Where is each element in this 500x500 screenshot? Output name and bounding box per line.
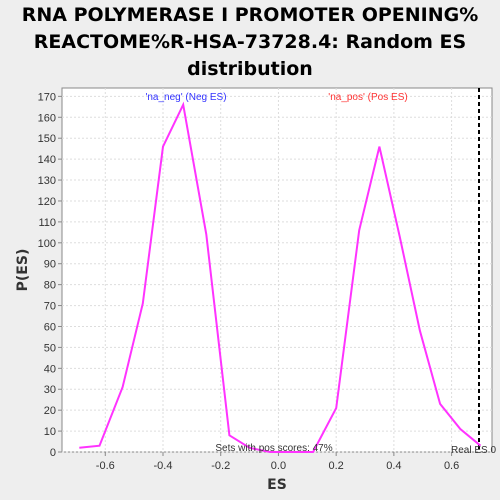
plot-area	[61, 87, 493, 453]
y-axis-ticks: 0 10 20 30 40 50 60 70 80 90 100 110 120 130 140 150 160…	[38, 91, 62, 459]
x-tick-label: 0.6	[444, 460, 459, 472]
y-tick-label: 80	[44, 280, 56, 292]
y-tick-label: 130	[38, 175, 56, 187]
y-tick-label: 110	[38, 217, 56, 229]
y-tick-label: 40	[44, 363, 56, 375]
x-tick-label: 0.4	[386, 460, 401, 472]
y-tick-label: 90	[44, 259, 56, 271]
annotation-real-es: Real ES 0	[451, 445, 496, 456]
y-tick-label: 160	[38, 112, 56, 124]
y-tick-label: 10	[44, 426, 56, 438]
y-tick-label: 70	[44, 301, 56, 313]
y-tick-label: 20	[44, 405, 56, 417]
x-tick-label: 0.0	[271, 460, 286, 472]
x-axis-label: ES	[267, 477, 287, 493]
y-tick-label: 100	[38, 238, 56, 250]
title-line-3: distribution	[187, 58, 313, 80]
y-tick-label: 50	[44, 342, 56, 354]
y-tick-label: 140	[38, 154, 56, 166]
x-axis-ticks: -0.6 -0.4 -0.2 0.0 0.2 0.4 0.6	[96, 452, 459, 472]
x-tick-label: -0.4	[154, 460, 173, 472]
annotation-pos-scores: Sets with pos scores: 47%	[215, 443, 332, 454]
y-axis-label: P(ES)	[15, 249, 31, 292]
y-tick-label: 0	[50, 447, 56, 459]
y-tick-label: 60	[44, 321, 56, 333]
chart-title: RNA POLYMERASE I PROMOTER OPENING% REACT…	[0, 2, 500, 83]
y-tick-label: 120	[38, 196, 56, 208]
annotation-pos: 'na_pos' (Pos ES)	[328, 92, 407, 103]
x-tick-label: -0.6	[96, 460, 115, 472]
y-tick-label: 150	[38, 133, 56, 145]
title-line-1: RNA POLYMERASE I PROMOTER OPENING%	[21, 4, 479, 26]
x-tick-label: -0.2	[211, 460, 230, 472]
y-tick-label: 170	[38, 91, 56, 103]
y-tick-label: 30	[44, 384, 56, 396]
annotation-neg: 'na_neg' (Neg ES)	[145, 92, 226, 103]
x-tick-label: 0.2	[329, 460, 344, 472]
series-line	[79, 101, 482, 453]
title-line-2: REACTOME%R-HSA-73728.4: Random ES	[33, 31, 467, 53]
